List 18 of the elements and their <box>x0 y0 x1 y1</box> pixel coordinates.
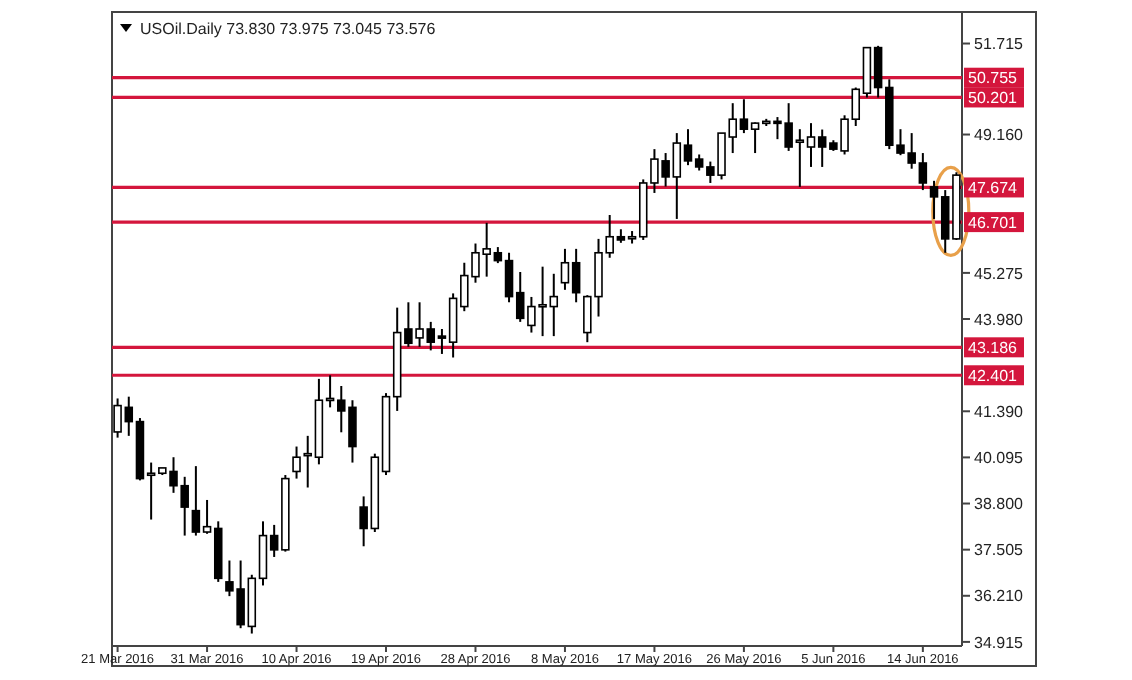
y-tick-label: 45.275 <box>974 264 1025 283</box>
y-tick-label: 49.160 <box>974 126 1025 145</box>
y-tick-label: 40.095 <box>974 449 1025 467</box>
y-tick-label: 37.505 <box>974 541 1025 560</box>
y-tick-label: 38.800 <box>974 495 1025 514</box>
y-tick-label: 34.915 <box>974 633 1025 652</box>
ref-line-label: 46.701 <box>968 213 1019 232</box>
y-tick-label: 51.715 <box>974 35 1025 54</box>
ref-line-label: 47.674 <box>968 179 1019 198</box>
y-tick-label: 43.980 <box>974 310 1025 329</box>
y-tick-label: 36.210 <box>974 587 1025 606</box>
candlestick <box>292 445 301 480</box>
ref-line-label: 50.755 <box>968 69 1019 88</box>
ref-line-label: 50.201 <box>968 89 1019 108</box>
ref-line-label: 42.401 <box>968 366 1019 385</box>
y-tick-label: 41.390 <box>974 402 1025 421</box>
text: USOil.Daily 73.830 73.975 73.045 73.576 <box>140 19 437 38</box>
ref-line-label: 43.186 <box>968 338 1019 357</box>
